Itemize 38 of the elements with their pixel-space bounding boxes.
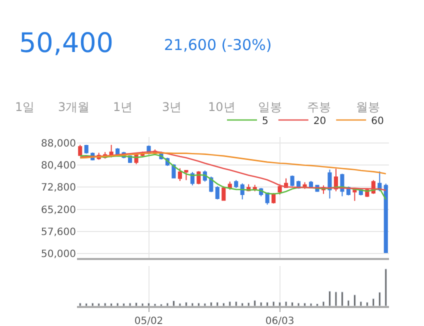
- candlestick: [78, 144, 82, 156]
- text: 주봉: [307, 100, 331, 114]
- text: 1일: [15, 100, 35, 114]
- candlestick: [278, 184, 282, 195]
- candlestick: [234, 180, 238, 189]
- candlestick: [384, 183, 388, 253]
- candlestick: [84, 144, 88, 154]
- y-tick-label: 72,800: [41, 182, 76, 194]
- text: 일봉: [258, 100, 282, 114]
- text: 1년: [113, 100, 133, 114]
- candlestick: [215, 186, 220, 200]
- candlestick: [308, 180, 314, 189]
- y-tick-label: 65,200: [41, 204, 76, 216]
- candlestick: [240, 182, 244, 200]
- candlestick: [178, 168, 182, 182]
- text: 3개월: [58, 100, 90, 114]
- candlestick: [172, 164, 176, 179]
- legend-label: 20: [313, 116, 326, 127]
- legend-label: 60: [371, 116, 384, 127]
- candlestick: [352, 189, 357, 202]
- y-tick-label: 88,000: [41, 138, 76, 150]
- candlestick: [184, 170, 188, 181]
- candlestick: [290, 174, 294, 187]
- y-tick-label: 57,600: [41, 226, 76, 238]
- text: 월봉: [356, 100, 380, 114]
- chart-subtitle: 21,600 (-30%): [164, 36, 272, 54]
- text: 10년: [208, 100, 236, 114]
- candlestick: [328, 169, 332, 200]
- x-tick-label: 05/02: [134, 316, 164, 326]
- legend-label: 5: [262, 116, 268, 127]
- candlestick: [190, 171, 194, 186]
- chart-title: 50,400: [19, 28, 114, 59]
- candlestick: [222, 186, 226, 201]
- text: 3년: [162, 100, 182, 114]
- y-tick-label: 80,400: [41, 160, 76, 172]
- line-series: [79, 150, 387, 192]
- y-tick-label: 50,000: [41, 249, 76, 260]
- x-tick-label: 06/03: [265, 316, 294, 326]
